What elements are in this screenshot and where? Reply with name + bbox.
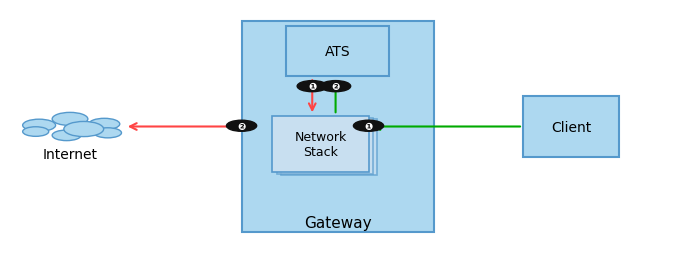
Text: ❷: ❷ <box>331 82 340 92</box>
Ellipse shape <box>23 127 49 137</box>
Ellipse shape <box>64 122 103 137</box>
Ellipse shape <box>52 131 81 141</box>
Text: ❶: ❶ <box>308 82 316 92</box>
FancyBboxPatch shape <box>286 26 389 77</box>
Circle shape <box>227 121 257 132</box>
Circle shape <box>320 81 351 92</box>
Text: Gateway: Gateway <box>304 215 371 230</box>
Ellipse shape <box>23 120 56 132</box>
FancyBboxPatch shape <box>523 97 619 157</box>
Text: Network
Stack: Network Stack <box>294 131 347 158</box>
FancyBboxPatch shape <box>280 120 377 175</box>
FancyBboxPatch shape <box>272 117 369 172</box>
Text: ATS: ATS <box>325 45 351 59</box>
FancyBboxPatch shape <box>242 22 433 232</box>
Circle shape <box>353 121 384 132</box>
Ellipse shape <box>89 119 120 130</box>
Text: ❷: ❷ <box>238 121 246 131</box>
Text: Internet: Internet <box>43 147 98 161</box>
Ellipse shape <box>94 128 121 138</box>
Circle shape <box>297 81 327 92</box>
Text: Client: Client <box>551 120 591 134</box>
Ellipse shape <box>52 113 88 126</box>
Text: ❶: ❶ <box>364 121 373 131</box>
FancyBboxPatch shape <box>277 119 373 174</box>
